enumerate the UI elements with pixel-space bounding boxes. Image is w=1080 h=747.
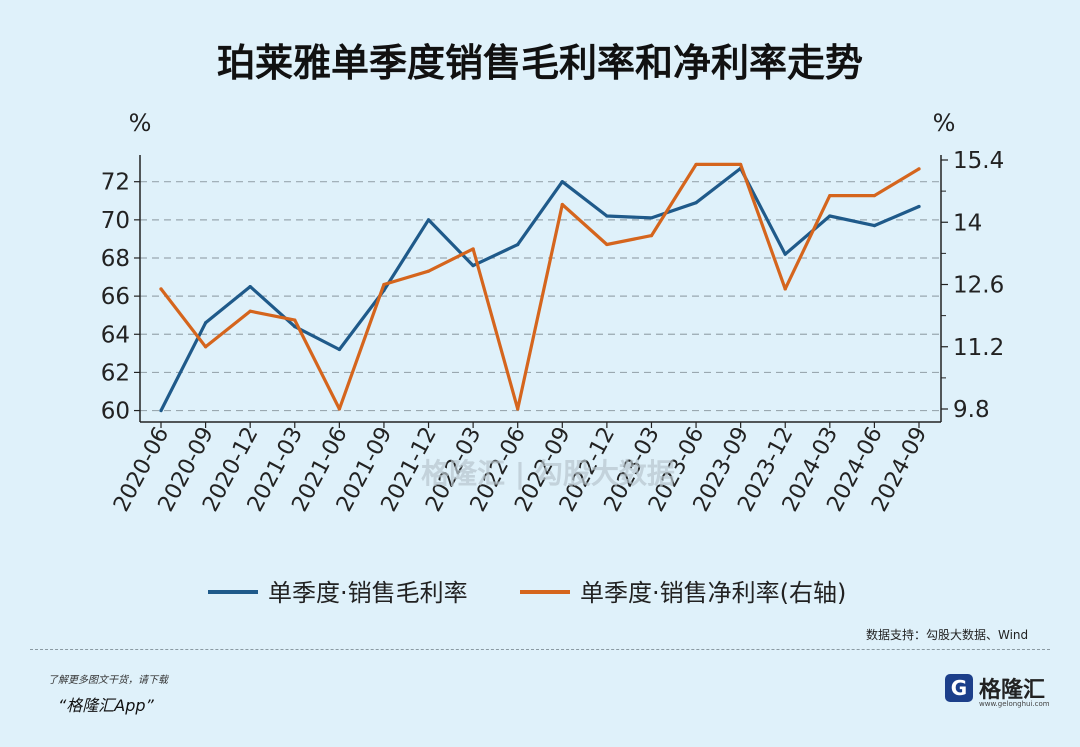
net-margin-point — [159, 287, 163, 291]
net-margin-point — [739, 162, 743, 167]
net-margin-point — [605, 242, 609, 247]
promo-text: 了解更多图文干货，请下载 — [48, 675, 168, 686]
left-tick-label: 64 — [101, 322, 130, 348]
legend-label-gross: 单季度·销售毛利率 — [268, 579, 468, 607]
gross-margin-point — [872, 223, 877, 228]
gross-margin-point — [605, 214, 609, 218]
net-margin-point — [649, 233, 654, 238]
net-margin-point — [872, 193, 877, 198]
net-margin-point — [694, 162, 698, 167]
left-tick-label: 60 — [101, 399, 130, 425]
logo-icon: G — [945, 674, 973, 702]
right-tick-label: 12.6 — [953, 273, 1004, 299]
data-source: 数据支持：勾股大数据、Wind — [866, 628, 1029, 642]
right-tick-label: 14 — [953, 210, 982, 236]
gross-margin-point — [783, 252, 787, 256]
right-tick-label: 9.8 — [953, 397, 990, 423]
gross-margin-point — [917, 204, 921, 209]
gross-margin-point — [248, 284, 252, 289]
gross-margin-point — [203, 321, 208, 325]
net-margin-point — [248, 309, 252, 313]
gross-margin-point — [649, 216, 654, 220]
left-axis-unit: % — [129, 109, 152, 137]
net-margin-point — [337, 407, 341, 411]
right-tick-label: 11.2 — [953, 335, 1004, 361]
net-margin-point — [426, 269, 431, 273]
left-tick-label: 68 — [101, 246, 130, 272]
legend: 单季度·销售毛利率 单季度·销售净利率(右轴) — [208, 579, 846, 607]
gross-margin-line — [159, 166, 921, 413]
series-group — [159, 162, 921, 413]
divider — [30, 649, 1050, 650]
gross-margin-point — [159, 408, 163, 413]
gross-margin-point — [426, 218, 431, 222]
watermark: 格隆汇 | 勾股大数据 — [421, 457, 675, 490]
gross-margin-point — [828, 214, 832, 218]
gross-margin-point — [337, 347, 341, 352]
net-margin-point — [917, 167, 921, 171]
net-margin-line — [159, 162, 921, 411]
gross-margin-point — [560, 180, 564, 184]
gross-margin-point — [516, 243, 520, 247]
net-margin-point — [471, 247, 475, 251]
logo-url: www.gelonghui.com — [979, 700, 1050, 708]
net-margin-point — [382, 282, 386, 287]
chart-title: 珀莱雅单季度销售毛利率和净利率走势 — [217, 41, 863, 85]
net-margin-point — [293, 318, 297, 322]
gross-margin-point — [694, 201, 698, 205]
brand-logo: G 格隆汇 www.gelonghui.com — [945, 672, 1050, 708]
net-margin-point — [560, 202, 564, 207]
gross-margin-point — [471, 264, 475, 268]
right-tick-label: 15.4 — [953, 148, 1004, 174]
grid — [140, 181, 941, 412]
left-tick-label: 62 — [101, 360, 130, 386]
watermark-text: 格隆汇 | 勾股大数据 — [421, 457, 675, 490]
net-margin-point — [516, 407, 520, 411]
net-margin-point — [783, 287, 787, 291]
gross-margin-point — [293, 325, 297, 329]
left-tick-label: 66 — [101, 284, 130, 310]
legend-label-net: 单季度·销售净利率(右轴) — [580, 579, 846, 607]
promo-app: “格隆汇App” — [58, 696, 154, 715]
net-margin-point — [828, 193, 832, 198]
left-tick-label: 72 — [101, 170, 130, 196]
net-margin-point — [203, 345, 208, 349]
left-tick-label: 70 — [101, 208, 130, 234]
right-axis-unit: % — [933, 109, 956, 137]
logo-name: 格隆汇 — [979, 678, 1046, 703]
